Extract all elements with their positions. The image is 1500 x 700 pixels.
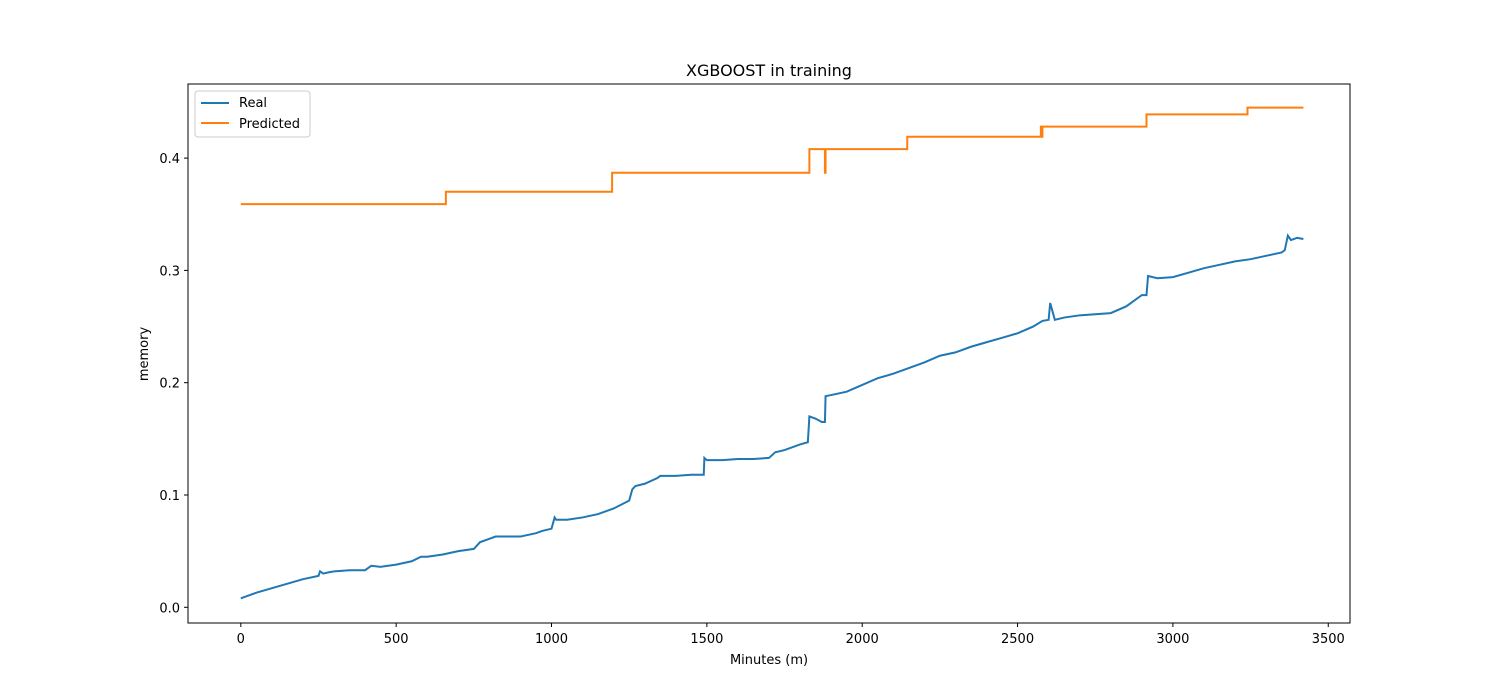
y-tick-label: 0.4 xyxy=(159,152,180,167)
legend-label-predicted: Predicted xyxy=(239,117,300,132)
x-tick-label: 0 xyxy=(237,632,245,647)
y-tick-label: 0.0 xyxy=(159,601,180,616)
axes-frame xyxy=(187,83,1351,624)
y-axis-ticks: 0.0 0.1 0.2 0.3 0.4 xyxy=(159,152,188,616)
plot-area xyxy=(187,83,1351,624)
series-line-predicted xyxy=(240,106,1304,206)
legend-label-real: Real xyxy=(239,96,267,111)
chart-title: XGBOOST in training xyxy=(686,61,852,80)
x-tick-label: 500 xyxy=(384,632,409,647)
y-axis-label: memory xyxy=(137,327,152,382)
series-line-real xyxy=(240,233,1304,600)
y-tick-label: 0.1 xyxy=(159,489,180,504)
x-tick-label: 1500 xyxy=(690,632,723,647)
x-axis-ticks: 0 500 1000 1500 2000 2500 3000 3500 xyxy=(237,623,1345,647)
x-tick-label: 3500 xyxy=(1312,632,1345,647)
series-layer xyxy=(240,106,1304,600)
y-tick-label: 0.2 xyxy=(159,377,180,392)
legend: Real Predicted xyxy=(194,90,311,138)
x-tick-label: 3000 xyxy=(1156,632,1189,647)
x-tick-label: 2500 xyxy=(1001,632,1034,647)
y-tick-label: 0.3 xyxy=(159,264,180,279)
x-axis-label: Minutes (m) xyxy=(730,653,808,668)
x-tick-label: 1000 xyxy=(535,632,568,647)
x-tick-label: 2000 xyxy=(846,632,879,647)
